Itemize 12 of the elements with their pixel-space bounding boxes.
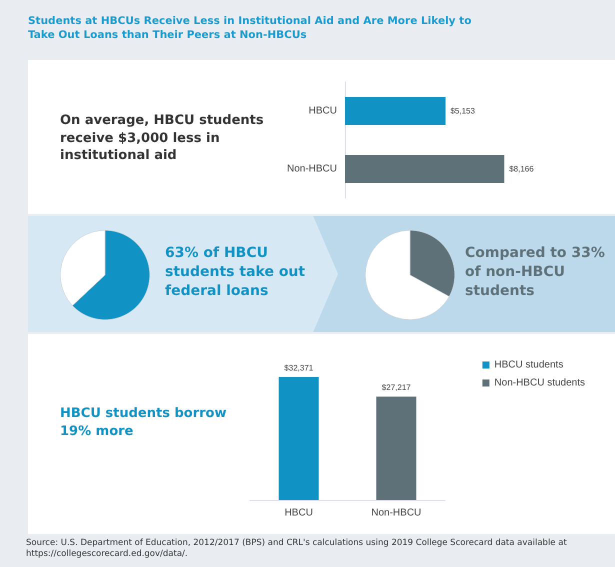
- legend-label: HBCU students: [494, 360, 564, 370]
- source-note: Source: U.S. Department of Education, 2012/2017 (BPS) and CRL's calculations using 2019 College Scorecard data available at https://collegescorecard.ed.gov/data/.: [26, 538, 568, 561]
- text: 63% of HBCU students take out federal loans: [165, 244, 306, 301]
- data-label: $8,166: [509, 164, 534, 174]
- text: HBCU students borrow 19% more: [60, 405, 228, 440]
- text: Compared to 33% of non-HBCU students: [465, 244, 605, 301]
- data-label: $5,153: [450, 106, 476, 116]
- legend-label: Non-HBCU students: [494, 378, 586, 388]
- text: Students at HBCUs Receive Less in Institutional Aid and Are More Likely to Take Out Loans than Their Peers at Non-HBCUs: [28, 14, 472, 42]
- data-label: $32,371: [284, 363, 314, 372]
- data-label: $27,217: [382, 383, 412, 392]
- text: On average, HBCU students receive $3,000 less in institutional aid: [60, 112, 265, 165]
